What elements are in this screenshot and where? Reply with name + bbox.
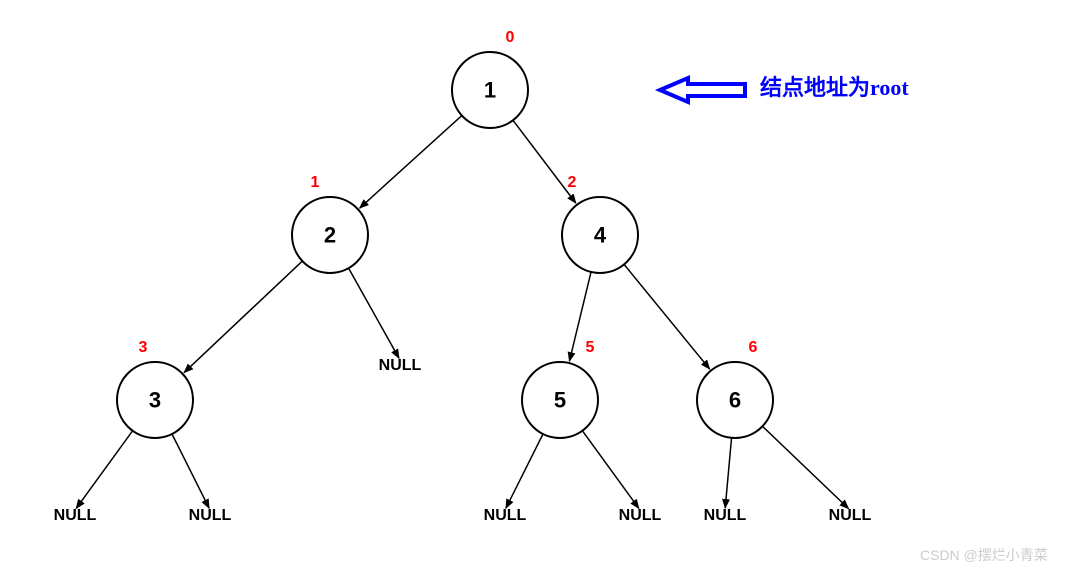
tree-node: 33 <box>117 339 193 438</box>
annotation-layer: 结点地址为root CSDN @摆烂小青菜 <box>660 75 1048 563</box>
annotation-arrow-icon <box>660 78 745 102</box>
tree-node: 10 <box>452 29 528 128</box>
node-label: 5 <box>554 388 566 413</box>
edge <box>513 120 576 203</box>
node-label: 6 <box>729 388 741 413</box>
edge <box>349 268 399 358</box>
tree-diagram: 102142335566 NULLNULLNULLNULLNULLNULLNUL… <box>0 0 1083 572</box>
edges-layer <box>76 116 848 509</box>
null-leaf: NULL <box>379 357 422 374</box>
null-leaf: NULL <box>619 507 662 524</box>
node-label: 2 <box>324 223 336 248</box>
node-index: 0 <box>506 29 515 46</box>
edge <box>76 431 132 509</box>
node-label: 4 <box>594 223 607 248</box>
edge <box>582 431 638 509</box>
node-index: 5 <box>586 339 595 356</box>
node-index: 1 <box>311 174 320 191</box>
node-index: 6 <box>749 339 758 356</box>
null-leaf: NULL <box>829 507 872 524</box>
edge <box>624 264 710 369</box>
edge <box>762 426 848 508</box>
null-leaf: NULL <box>54 507 97 524</box>
edge <box>184 261 302 372</box>
annotation-text: 结点地址为root <box>760 75 909 100</box>
node-index: 3 <box>139 339 148 356</box>
node-label: 1 <box>484 78 496 103</box>
null-leaf: NULL <box>189 507 232 524</box>
node-label: 3 <box>149 388 161 413</box>
null-leaf: NULL <box>704 507 747 524</box>
node-index: 2 <box>568 174 577 191</box>
null-leaf: NULL <box>484 507 527 524</box>
edge <box>360 116 462 209</box>
tree-node: 55 <box>522 339 598 438</box>
tree-node: 42 <box>562 174 638 273</box>
edge <box>172 434 209 508</box>
edge <box>725 438 731 508</box>
watermark-text: CSDN @摆烂小青菜 <box>920 547 1048 563</box>
tree-node: 66 <box>697 339 773 438</box>
edge <box>506 434 543 508</box>
tree-node: 21 <box>292 174 368 273</box>
